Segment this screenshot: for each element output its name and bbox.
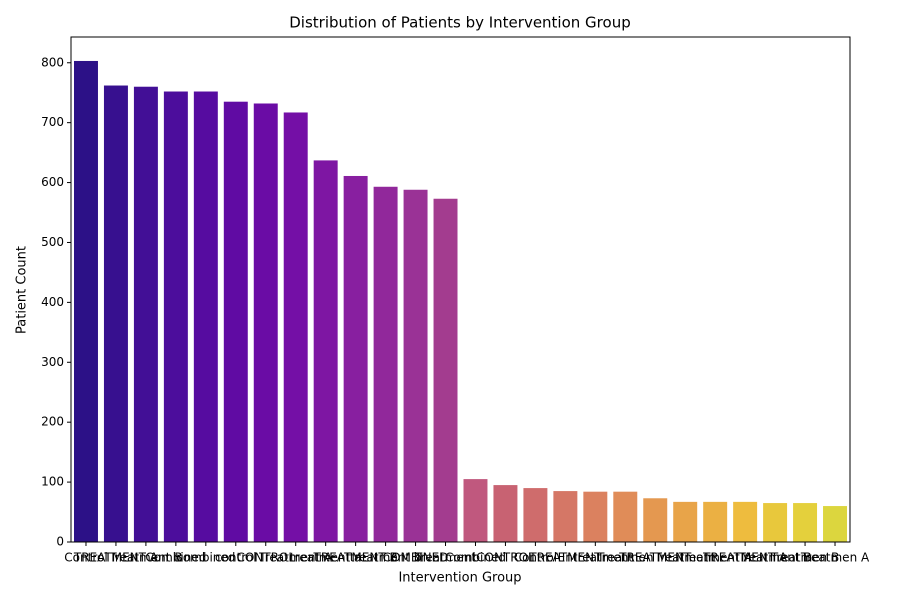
x-tick-label: combined [176, 551, 235, 565]
y-tick-label: 100 [41, 475, 64, 489]
x-tick-label: Treatment B [108, 551, 182, 565]
x-tick-label: Combined [145, 551, 206, 565]
x-tick-label: TREATMENT A [73, 551, 159, 565]
x-tick-label: treatment b [350, 551, 422, 565]
bar [253, 103, 278, 542]
y-tick-label: 200 [41, 415, 64, 429]
y-tick-label: 500 [41, 235, 64, 249]
bar [793, 503, 818, 542]
bar [343, 175, 368, 542]
x-tick-label: Treatment A [678, 551, 753, 565]
bar [163, 91, 188, 542]
bar [733, 501, 758, 542]
bar [193, 91, 218, 542]
y-tick-label: 400 [41, 295, 64, 309]
x-tick-label: treatment a [290, 551, 361, 565]
bar [673, 501, 698, 542]
x-tick-label: Control [64, 551, 107, 565]
y-axis-label: Patient Count [15, 246, 30, 334]
bar [403, 189, 428, 543]
bar [523, 488, 548, 542]
x-tick-label: Treatment [654, 551, 716, 565]
x-tick-label: TREATMENT [618, 551, 692, 565]
x-tick-label: Combined [445, 551, 506, 565]
bar [223, 101, 248, 542]
x-tick-label: Treatment B [738, 551, 812, 565]
x-tick-label: Treatmen B [770, 551, 839, 565]
x-tick-label: TREATMENT [528, 551, 602, 565]
x-tick-label: Treatment [414, 551, 476, 565]
x-tick-label: COMBINED [383, 551, 449, 565]
x-tick-label: Treatment A [258, 551, 333, 565]
bar [703, 501, 728, 542]
x-tick-label: TREATMENT B [313, 551, 398, 565]
x-tick-label: Entreatment [558, 551, 634, 565]
bar [313, 160, 338, 542]
x-tick-label: TREATMENT A [702, 551, 788, 565]
bar [763, 503, 788, 542]
y-tick-label: 300 [41, 355, 64, 369]
bar [463, 479, 488, 542]
bar [283, 112, 308, 542]
bar [433, 198, 458, 542]
x-tick-label: control [215, 551, 257, 565]
bar [103, 85, 128, 542]
x-tick-label: Treatmen [596, 551, 653, 565]
bar [73, 60, 98, 543]
bar [643, 498, 668, 542]
bar [823, 506, 848, 542]
bar [373, 186, 398, 542]
plot-frame [70, 36, 851, 543]
bar [613, 491, 638, 542]
bar [493, 485, 518, 542]
bar [133, 86, 158, 542]
x-tick-label: Treatmen A [800, 551, 870, 565]
y-tick-label: 700 [41, 115, 64, 129]
x-tick-label: Control [514, 551, 557, 565]
x-axis-label: Intervention Group [398, 571, 521, 586]
chart-title: Distribution of Patients by Intervention… [289, 14, 630, 32]
y-tick-label: 600 [41, 175, 64, 189]
bar [583, 491, 608, 542]
y-tick-label: 800 [41, 55, 64, 69]
bar [553, 491, 578, 542]
y-tick-label: 0 [56, 535, 64, 549]
x-tick-label: CONTROL [236, 551, 295, 565]
x-tick-label: CONTROL [476, 551, 535, 565]
